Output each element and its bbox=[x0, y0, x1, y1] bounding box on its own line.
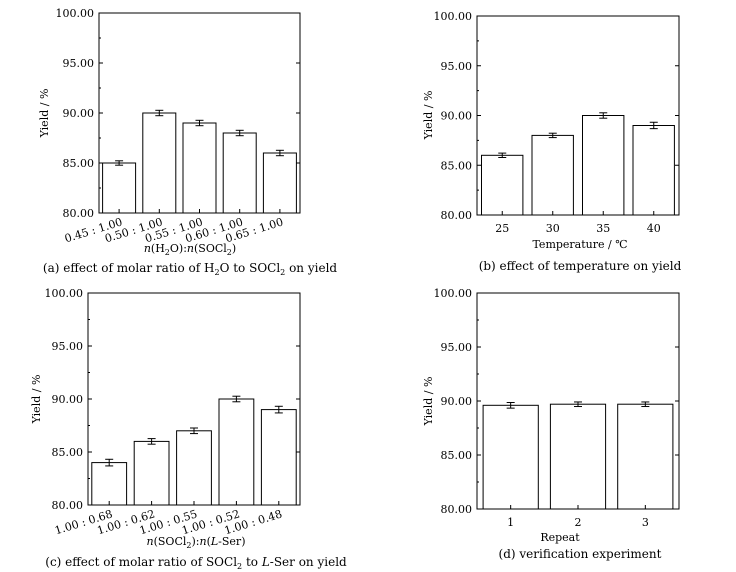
bar-4 bbox=[632, 125, 675, 216]
y-tick-label: 100.00 bbox=[434, 287, 473, 300]
x-tick-label: 30 bbox=[546, 222, 560, 235]
y-axis-label: Yield / % bbox=[30, 375, 43, 425]
bar-1 bbox=[102, 162, 137, 214]
bar-3 bbox=[617, 403, 674, 510]
y-tick-label: 80.00 bbox=[441, 209, 473, 222]
bar-1 bbox=[482, 404, 539, 510]
y-tick-label: 85.00 bbox=[52, 446, 84, 459]
y-tick-label: 95.00 bbox=[52, 340, 84, 353]
bar-1 bbox=[91, 462, 128, 506]
x-axis-label: n(SOCl2):n(L-Ser) bbox=[147, 535, 246, 550]
bar-2 bbox=[142, 112, 177, 214]
y-tick-label: 80.00 bbox=[63, 207, 95, 220]
panel-caption: (a) effect of molar ratio of H2O to SOCl… bbox=[43, 261, 338, 277]
y-axis-label: Yield / % bbox=[422, 91, 435, 141]
x-tick-label: 35 bbox=[596, 222, 610, 235]
bar-3 bbox=[176, 430, 212, 506]
y-tick-label: 100.00 bbox=[56, 7, 95, 20]
x-tick-label: 1 bbox=[507, 516, 514, 529]
y-tick-label: 90.00 bbox=[52, 393, 84, 406]
bar-5 bbox=[262, 152, 297, 214]
bar-3 bbox=[182, 122, 217, 214]
y-tick-label: 100.00 bbox=[434, 10, 473, 23]
y-tick-label: 85.00 bbox=[441, 159, 473, 172]
y-tick-label: 80.00 bbox=[52, 499, 84, 512]
y-tick-label: 85.00 bbox=[63, 157, 95, 170]
y-tick-label: 80.00 bbox=[441, 503, 473, 516]
bar-4 bbox=[218, 398, 255, 506]
y-tick-label: 100.00 bbox=[45, 287, 84, 300]
bar-1 bbox=[481, 154, 524, 216]
x-axis-label: n(H2O):n(SOCl2) bbox=[144, 242, 236, 257]
x-axis-label: Repeat bbox=[540, 531, 580, 544]
x-tick-label: 25 bbox=[495, 222, 509, 235]
y-tick-label: 90.00 bbox=[441, 395, 473, 408]
panel-caption: (d) verification experiment bbox=[499, 547, 662, 561]
chart-panel-4: 80.00 85.00 90.00 95.00 100.00 1 2 3 Repeat Yield… bbox=[422, 287, 680, 561]
bar-4 bbox=[222, 132, 257, 214]
bar-3 bbox=[582, 115, 625, 216]
x-tick-label: 3 bbox=[642, 516, 649, 529]
bar-2 bbox=[531, 134, 574, 216]
panel-caption: (c) effect of molar ratio of SOCl2 to L-… bbox=[45, 555, 347, 571]
panel-caption: (b) effect of temperature on yield bbox=[479, 259, 682, 273]
x-axis-label: Temperature / ℃ bbox=[532, 238, 627, 251]
y-tick-label: 90.00 bbox=[63, 107, 95, 120]
y-tick-label: 95.00 bbox=[441, 341, 473, 354]
chart-panel-2: 80.00 85.00 90.00 95.00 100.00 25 30 35 40 Temper… bbox=[422, 10, 682, 273]
bar-2 bbox=[133, 440, 170, 506]
y-axis-label: Yield / % bbox=[38, 89, 51, 139]
x-tick-label: 2 bbox=[575, 516, 582, 529]
y-tick-label: 90.00 bbox=[441, 110, 473, 123]
y-axis-label: Yield / % bbox=[422, 377, 435, 427]
bar-2 bbox=[549, 403, 607, 510]
y-tick-label: 95.00 bbox=[441, 60, 473, 73]
x-tick-label: 40 bbox=[647, 222, 661, 235]
bar-5 bbox=[260, 409, 297, 506]
y-tick-label: 95.00 bbox=[63, 57, 95, 70]
y-tick-label: 85.00 bbox=[441, 449, 473, 462]
